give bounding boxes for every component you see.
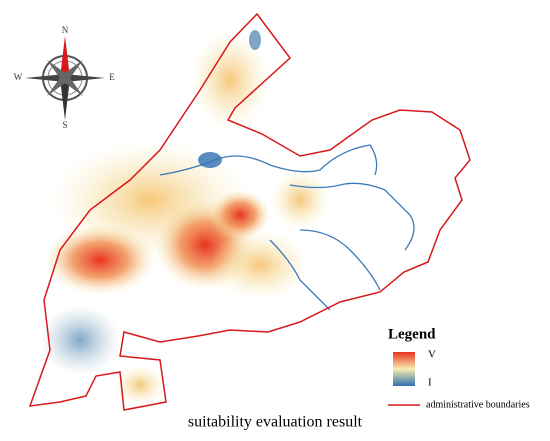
compass-west: W <box>14 72 23 82</box>
legend-gradient <box>393 352 415 386</box>
compass-east: E <box>109 72 115 82</box>
legend-title: Legend <box>388 326 436 342</box>
legend-high: V <box>428 349 436 361</box>
administrative-boundary <box>28 12 471 411</box>
legend-low: I <box>428 377 432 389</box>
legend-boundary-label: administrative boundaries <box>426 399 530 410</box>
rivers <box>159 144 415 311</box>
compass <box>25 36 105 120</box>
compass-south: S <box>62 120 67 130</box>
compass-north: N <box>62 25 69 35</box>
suitability-surface <box>40 30 330 405</box>
caption: suitability evaluation result <box>188 414 363 431</box>
